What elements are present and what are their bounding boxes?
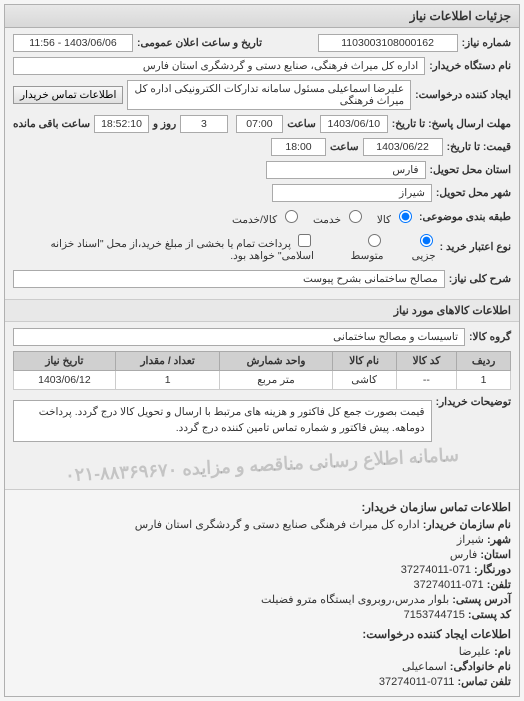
deadline-date: 1403/06/10 xyxy=(320,115,388,133)
contact-tel: 071-37274011 xyxy=(413,579,483,591)
items-table: ردیف کد کالا نام کالا واحد شمارش تعداد /… xyxy=(13,351,511,390)
days-remaining: 3 xyxy=(180,115,228,133)
city-label: شهر محل تحویل: xyxy=(436,187,511,199)
deadline-label: مهلت ارسال پاسخ: تا تاریخ: xyxy=(392,118,511,130)
announce-label: تاریخ و ساعت اعلان عمومی: xyxy=(137,37,262,49)
city-value: شیراز xyxy=(272,184,432,202)
items-section-title: اطلاعات کالاهای مورد نیاز xyxy=(5,299,519,322)
contact-addr: بلوار مدرس،روبروی ایستگاه مترو فضیلت xyxy=(261,594,449,606)
watermark-text: سامانه اطلاع رسانى مناقصه و مزايده ۸۸۳۶۹… xyxy=(13,447,511,483)
deadline-time: 07:00 xyxy=(236,115,284,133)
contact-org: اداره کل میراث فرهنگی صنایع دستی و گردشگ… xyxy=(135,519,420,531)
contact-title: اطلاعات تماس سازمان خریدار: xyxy=(13,500,511,514)
purchase-type-label: نوع اعتبار خرید : xyxy=(440,241,511,253)
panel-title: جزئیات اطلاعات نیاز xyxy=(5,5,519,28)
purchase-radio-partial[interactable]: جزیی xyxy=(396,231,436,262)
contact-tel-label: تلفن: xyxy=(487,579,511,591)
creator-name-label: نام: xyxy=(494,646,511,658)
contact-province-label: استان: xyxy=(480,549,511,561)
price-until-label: قیمت: تا تاریخ: xyxy=(447,141,511,153)
table-row: 1 -- کاشی متر مربع 1 1403/06/12 xyxy=(14,371,511,390)
summary-value: مصالح ساختمانی بشرح پیوست xyxy=(13,270,445,288)
remain-label: ساعت باقی مانده xyxy=(13,118,90,130)
col-idx: ردیف xyxy=(457,352,511,371)
pkg-radio-service[interactable]: خدمت xyxy=(313,207,365,226)
contact-org-label: نام سازمان خریدار: xyxy=(423,519,511,531)
requester-label: ایجاد کننده درخواست: xyxy=(415,89,511,101)
purchase-radio-medium[interactable]: متوسط xyxy=(336,231,384,262)
contact-addr-label: آدرس پستی: xyxy=(452,594,511,606)
price-date: 1403/06/22 xyxy=(363,138,443,156)
desc-label: توضیحات خریدار: xyxy=(436,396,511,408)
creator-tel-label: تلفن تماس: xyxy=(457,676,511,688)
price-time-label: ساعت xyxy=(330,141,359,153)
col-date: تاریخ نیاز xyxy=(14,352,116,371)
req-no-value: 1103003108000162 xyxy=(318,34,458,52)
contact-postal: 7153744715 xyxy=(404,609,465,621)
org-label: نام دستگاه خریدار: xyxy=(429,60,511,72)
req-creator-title: اطلاعات ایجاد کننده درخواست: xyxy=(13,627,511,641)
pkg-radio-goods[interactable]: کالا xyxy=(377,207,415,226)
contact-postal-label: کد پستی: xyxy=(468,609,511,621)
contact-province: فارس xyxy=(450,549,477,561)
province-label: استان محل تحویل: xyxy=(430,164,511,176)
province-value: فارس xyxy=(266,161,426,179)
time-remaining: 18:52:10 xyxy=(94,115,149,133)
creator-tel: 0711-37274011 xyxy=(379,676,454,688)
creator-lname: اسماعیلی xyxy=(402,661,447,673)
requester-value: علیرضا اسماعیلی مسئول سامانه تدارکات الک… xyxy=(127,80,411,110)
desc-value: قیمت بصورت جمع کل فاکتور و هزینه های مرت… xyxy=(13,400,432,442)
creator-lname-label: نام خانوادگی: xyxy=(450,661,511,673)
price-time: 18:00 xyxy=(271,138,326,156)
col-unit: واحد شمارش xyxy=(220,352,332,371)
creator-name: علیرضا xyxy=(459,646,491,658)
pkg-label: طبقه بندی موضوعی: xyxy=(419,211,511,223)
days-label: روز و xyxy=(153,118,176,130)
org-value: اداره کل میراث فرهنگی، صنایع دستی و گردش… xyxy=(13,57,425,75)
col-name: نام کالا xyxy=(332,352,396,371)
contact-city: شیراز xyxy=(457,534,484,546)
buyer-contact-button[interactable]: اطلاعات تماس خریدار xyxy=(13,86,123,104)
summary-label: شرح کلی نیاز: xyxy=(449,273,511,285)
announce-value: 1403/06/06 - 11:56 xyxy=(13,34,133,52)
pay-note[interactable]: پرداخت تمام یا بخشی از مبلغ خرید،از محل … xyxy=(21,231,314,262)
contact-fax-label: دورنگار: xyxy=(474,564,511,576)
deadline-time-label: ساعت xyxy=(287,118,316,130)
contact-fax: 071-37274011 xyxy=(401,564,471,576)
req-no-label: شماره نیاز: xyxy=(462,37,511,49)
col-code: کد کالا xyxy=(396,352,457,371)
contact-city-label: شهر: xyxy=(487,534,511,546)
group-label: گروه کالا: xyxy=(469,331,511,343)
pkg-radio-both[interactable]: کالا/خدمت xyxy=(232,207,301,226)
col-qty: تعداد / مقدار xyxy=(115,352,220,371)
group-value: تاسیسات و مصالح ساختمانی xyxy=(13,328,465,346)
